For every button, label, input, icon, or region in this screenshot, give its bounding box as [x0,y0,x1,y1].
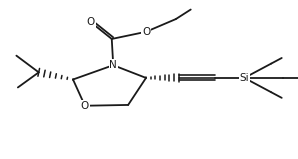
Text: O: O [81,101,89,111]
Text: O: O [142,27,150,37]
Text: Si: Si [240,73,249,83]
Text: N: N [109,60,117,70]
Text: O: O [87,17,95,27]
